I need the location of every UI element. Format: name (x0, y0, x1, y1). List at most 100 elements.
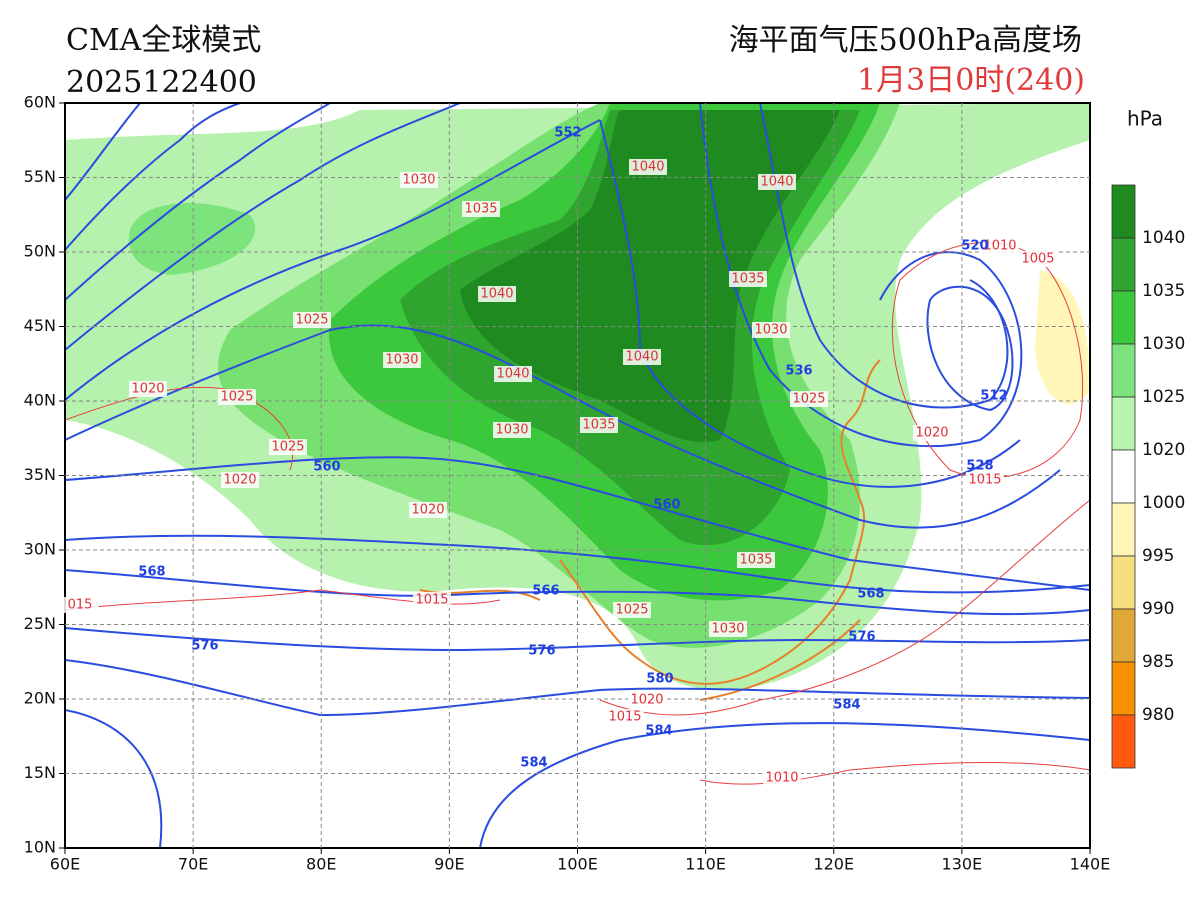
pressure-label: 1020 (915, 426, 948, 441)
lon-label: 80E (306, 855, 336, 874)
colorbar-label: 1000 (1142, 493, 1185, 513)
pressure-label: 1040 (496, 367, 529, 382)
label-background (218, 389, 256, 405)
label-background (413, 592, 451, 608)
label-background (729, 271, 767, 287)
height-label: 584 (833, 698, 860, 713)
pressure-label: 1025 (792, 392, 825, 407)
pressure-label: 1025 (295, 313, 328, 328)
lat-label: 50N (24, 242, 56, 261)
colorbar-unit: hPa (1127, 107, 1163, 131)
height-label: 536 (785, 364, 812, 379)
label-background (293, 312, 331, 328)
colorbar-swatch (1111, 555, 1136, 610)
height-label: 560 (313, 460, 340, 475)
pressure-label: 1015 (415, 593, 448, 608)
valid-time: 1月3日0时(240) (857, 63, 1085, 98)
lat-label: 35N (24, 465, 56, 484)
colorbar-swatch (1111, 237, 1136, 292)
pressure-label: 1010 (983, 239, 1016, 254)
pressure-label: 1025 (271, 440, 304, 455)
label-background (966, 472, 1004, 488)
label-background (752, 322, 790, 338)
height-label: 568 (857, 587, 884, 602)
label-background (129, 381, 167, 397)
colorbar-swatch (1111, 714, 1136, 769)
label-background (409, 502, 447, 518)
label-background (383, 352, 421, 368)
pressure-label: 1040 (625, 350, 658, 365)
shade-1025-west (128, 203, 256, 275)
colorbar-swatch (1111, 290, 1136, 345)
label-background (494, 366, 532, 382)
pressure-label: 1035 (582, 418, 615, 433)
pressure-label: 1040 (480, 287, 513, 302)
label-background (580, 417, 618, 433)
lat-label: 40N (24, 391, 56, 410)
lon-label: 90E (434, 855, 464, 874)
label-background (790, 391, 828, 407)
lat-label: 10N (24, 838, 56, 857)
colorbar-swatch (1111, 502, 1136, 557)
map-title: 海平面气压500hPa高度场 (729, 23, 1082, 58)
label-background (269, 439, 307, 455)
colorbar-label: 1040 (1142, 228, 1185, 248)
label-background (623, 349, 661, 365)
label-background (606, 709, 644, 725)
height-label: 528 (966, 459, 993, 474)
map-area (64, 102, 1091, 849)
lat-label: 15N (24, 763, 56, 782)
colorbar-swatch (1111, 184, 1136, 239)
label-background (628, 692, 666, 708)
pressure-label: 1030 (711, 622, 744, 637)
label-background (1019, 251, 1057, 267)
lon-label: 140E (1070, 855, 1111, 874)
label-background (61, 597, 99, 613)
lat-label: 60N (24, 93, 56, 112)
pressure-label: 1015 (608, 710, 641, 725)
colorbar-label: 980 (1142, 705, 1174, 725)
colorbar-label: 1035 (1142, 281, 1185, 301)
shade-1040 (460, 110, 840, 442)
label-background (400, 172, 438, 188)
height-label: 584 (645, 724, 672, 739)
height-label: 580 (646, 672, 673, 687)
colorbar-swatch (1111, 661, 1136, 716)
pressure-label: 1035 (464, 202, 497, 217)
label-background (613, 602, 651, 618)
lon-label: 110E (685, 855, 726, 874)
pressure-label: 1020 (223, 473, 256, 488)
model-name: CMA全球模式 (66, 23, 261, 58)
pressure-label: 1020 (131, 382, 164, 397)
pressure-label: 1025 (220, 390, 253, 405)
lon-label: 70E (178, 855, 208, 874)
height-label: 512 (980, 389, 1007, 404)
colorbar-swatch (1111, 343, 1136, 398)
pressure-label: 1035 (731, 272, 764, 287)
colorbar-swatch (1111, 449, 1136, 504)
height-label: 576 (848, 630, 875, 645)
colorbar-label: 995 (1142, 546, 1174, 566)
lon-label: 120E (813, 855, 854, 874)
pressure-label: 1015 (968, 473, 1001, 488)
label-background (763, 770, 801, 786)
pressure-label: 1025 (615, 603, 648, 618)
colorbar-label: 985 (1142, 652, 1174, 672)
pressure-label: 1005 (1021, 252, 1054, 267)
height-label: 576 (191, 639, 218, 654)
pressure-label: 1035 (739, 553, 772, 568)
label-background (629, 159, 667, 175)
label-background (981, 238, 1019, 254)
height-label: 552 (554, 126, 581, 141)
pressure-label: 1020 (411, 503, 444, 518)
label-background (913, 425, 951, 441)
colorbar-label: 1025 (1142, 387, 1185, 407)
label-background (493, 422, 531, 438)
lat-label: 20N (24, 689, 56, 708)
shade-low (1035, 270, 1090, 405)
label-background (221, 472, 259, 488)
pressure-label: 1040 (760, 175, 793, 190)
height-contours (65, 103, 1090, 848)
